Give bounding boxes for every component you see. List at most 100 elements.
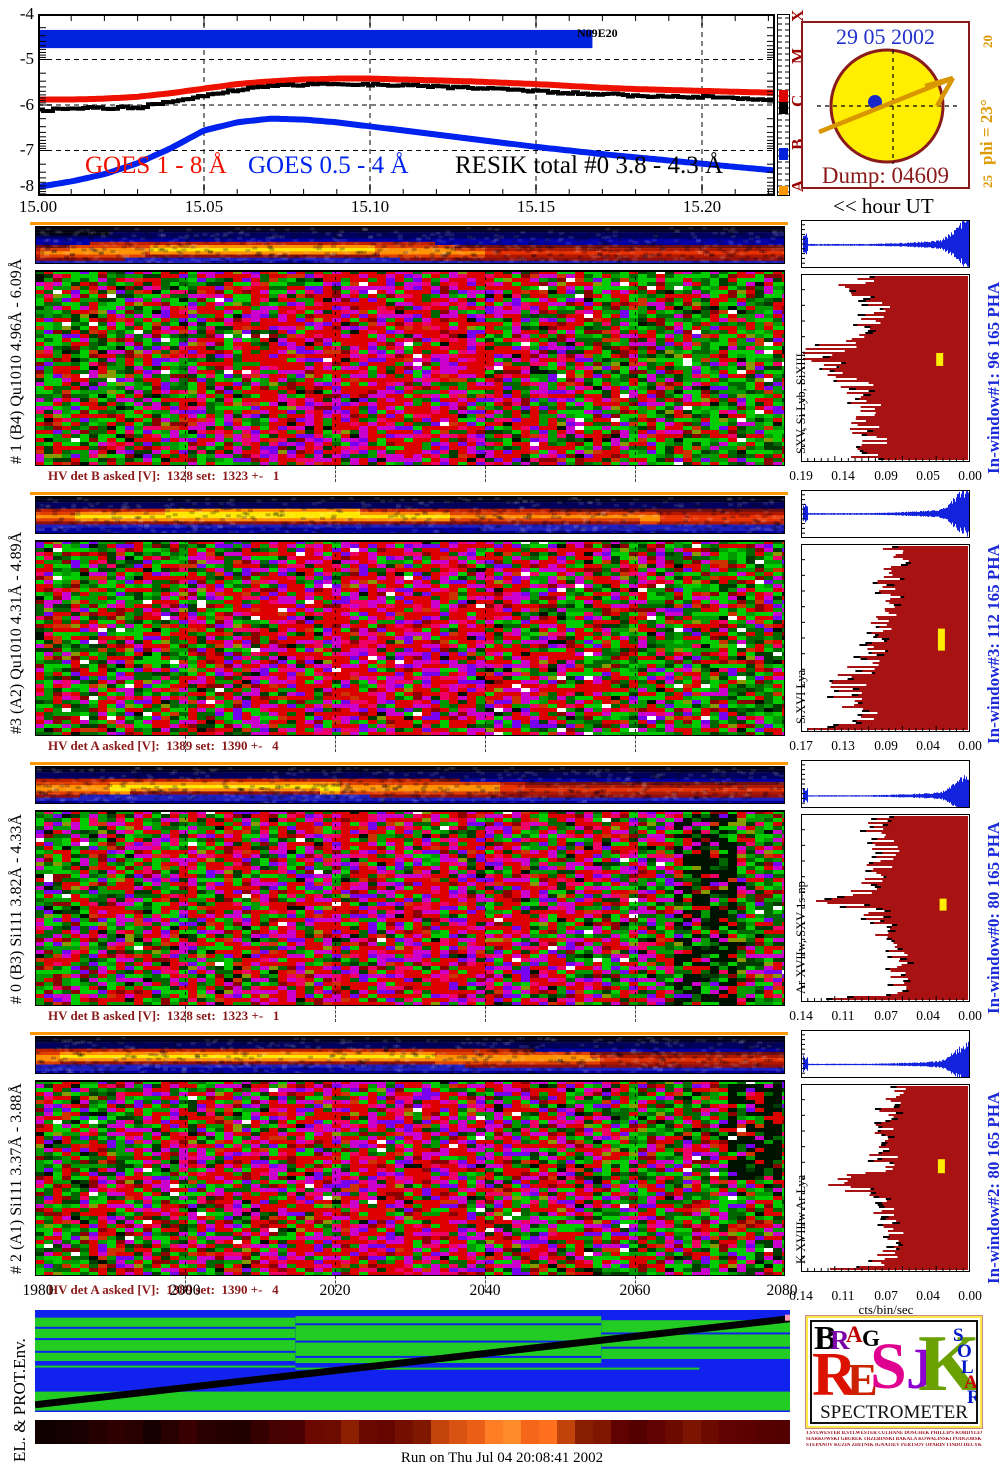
dump-axis-tick-label: 1980: [22, 1282, 54, 1299]
pha-axis-tick-label: 0.00: [958, 1008, 982, 1023]
legend-resik-total: RESIK total #0 3.8 - 4.3 Å: [455, 152, 724, 179]
logo-letter: S: [870, 1330, 907, 1403]
environment-label: EL. & PROT.Env.: [10, 1338, 29, 1462]
grid-dash-stub: [485, 736, 486, 752]
spectro-group: # 2 (A1) Si111 3.37Å - 3.88Å HV det A ask…: [0, 1030, 1004, 1303]
logo-letter: B: [814, 1320, 837, 1357]
band-heatmap-canvas: [35, 496, 785, 534]
resik-logo-box: SPECTROMETER BRAGRESJKSOLAR: [805, 1315, 983, 1429]
pha-line-id-label: K XVIIIw Ar Lya: [794, 1174, 808, 1264]
pha-blue-hist-canvas: [801, 760, 970, 808]
rotation-arrow-head-lower: [935, 76, 955, 108]
spectro-group: # 0 (B3) Si111 3.82Å - 4.33Å HV det B ask…: [0, 760, 1004, 1030]
pha-axis-tick-label: 0.04: [916, 1008, 940, 1023]
credits-line: SIARKOWSKI GBUREK TRZEBINSKI BAKALA KOWA…: [806, 1437, 982, 1442]
grid-dash-stub: [185, 466, 186, 482]
grid-dash-stub: [335, 1276, 336, 1292]
dump-axis-tick-label: 2040: [469, 1282, 501, 1299]
flux-class-colorbar: [777, 14, 790, 196]
panel-wavelength-label: #3 (A2) Qu1010 4.31Å - 4.89Å: [8, 531, 25, 734]
goes-y-tick-label: -4: [19, 4, 34, 23]
pha-axis-tick-label: 0.07: [874, 1008, 898, 1023]
grid-dash-stub: [185, 736, 186, 752]
logo-letter: J: [906, 1336, 935, 1401]
phi-angle-label: phi = 23°: [977, 99, 996, 165]
panel-wavelength-label: # 0 (B3) Si111 3.82Å - 4.33Å: [8, 814, 25, 1004]
hv-status-text: HV det B asked [V]: 1328 set: 1323 +- 1: [48, 468, 280, 483]
dump-axis-tick-label: 2080: [766, 1282, 798, 1299]
intensity-gradient-bar: [35, 1420, 790, 1444]
phi-bottom-value: 25: [980, 175, 995, 188]
pha-line-id-label: S XVI Lya: [794, 669, 808, 724]
separator-line: [30, 492, 788, 495]
separator-line: [30, 762, 788, 765]
credits-line: STEPANOV KUZIN ZHITNIK IGNATIEV PERTSOV …: [806, 1443, 982, 1448]
separator-line: [30, 222, 788, 225]
resik-logo: SPECTROMETER BRAGRESJKSOLAR: [810, 1320, 978, 1424]
logo-letter: A: [846, 1322, 863, 1347]
credits-line: J.SYLWESTER B.SYLWESTER CULHANE DOSCHEK …: [806, 1431, 982, 1436]
pha-axis-tick-label: 0.11: [831, 1008, 855, 1023]
pha-axis-tick-label: 0.09: [874, 468, 898, 483]
pha-red-hist-canvas: [801, 274, 970, 462]
flare-location-dot: [868, 95, 882, 109]
pha-window-label: In-window#0: 80 165 PHA: [984, 821, 1003, 1014]
logo-letter: R: [967, 1388, 976, 1407]
logo-letter: R: [812, 1341, 857, 1409]
panel-wavelength-label: # 2 (A1) Si111 3.37Å - 3.88Å: [8, 1083, 25, 1274]
logo-letter: R: [830, 1325, 850, 1355]
grid-dash-stub: [185, 1006, 186, 1022]
rotation-arrow-head-upper: [924, 75, 954, 89]
goes-y-tick-label: -8: [19, 176, 34, 195]
hv-status-text: HV det A asked [V]: 1389 set: 1390 +- 4: [48, 1282, 279, 1297]
spectrogram-canvas: [35, 1080, 785, 1276]
pha-window-label: In-window#1: 96 165 PHA: [984, 281, 1003, 474]
pha-axis-tick-label: 0.13: [831, 738, 855, 753]
hv-status-text: HV det B asked [V]: 1328 set: 1323 +- 1: [48, 1008, 280, 1023]
pha-axis-tick-label: 0.05: [916, 468, 940, 483]
pha-axis-tick-label: 0.14: [831, 468, 855, 483]
dump-axis-tick-label: 2020: [319, 1282, 351, 1299]
sun-disk-diagram: [817, 48, 959, 164]
pha-axis-tick-label: 0.14: [789, 1008, 813, 1023]
logo-letter: A: [964, 1372, 978, 1393]
pha-axis-tick-label: 0.04: [916, 738, 940, 753]
rotation-arrow-shaft: [818, 75, 954, 135]
pha-axis-tick-label: 0.00: [958, 1288, 982, 1303]
spectro-group: #3 (A2) Qu1010 4.31Å - 4.89Å HV det A ask…: [0, 490, 1004, 760]
pha-blue-hist-canvas: [801, 220, 970, 268]
pha-window-label: In-window#2: 80 165 PHA: [984, 1091, 1003, 1284]
particle-environment-panel: [35, 1310, 790, 1412]
goes-y-tick-label: -5: [19, 49, 34, 68]
legend-goes-05-4: GOES 0.5 - 4 Å: [248, 152, 409, 179]
pha-line-id-label: Ar XVIIw, SXV 1s-np: [794, 881, 808, 994]
spectrogram-canvas: [35, 540, 785, 736]
observation-date: 29 05 2002: [836, 24, 935, 49]
goes-y-tick-label: -6: [19, 95, 34, 114]
goes-x-tick-label: 15.00: [18, 197, 58, 216]
pha-axis-tick-label: 0.09: [874, 738, 898, 753]
logo-letter: L: [961, 1357, 974, 1378]
grid-dash-stub: [485, 1276, 486, 1292]
spectrogram-canvas: [35, 270, 785, 466]
goes-x-tick-label: 15.15: [516, 197, 556, 216]
spectrometer-label: SPECTROMETER: [820, 1402, 968, 1423]
grid-dash-stub: [335, 736, 336, 752]
run-timestamp: Run on Thu Jul 04 20:08:41 2002: [400, 1450, 604, 1466]
logo-letter: S: [953, 1325, 964, 1346]
hv-status-text: HV det A asked [V]: 1389 set: 1390 +- 4: [48, 738, 279, 753]
logo-letter: K: [918, 1320, 978, 1408]
pha-red-hist-canvas: [801, 1084, 970, 1272]
band-heatmap-canvas: [35, 766, 785, 804]
grid-dash-stub: [635, 466, 636, 482]
grid-dash-stub: [335, 1006, 336, 1022]
flare-position-label: N09E20: [577, 26, 618, 40]
band-heatmap-canvas: [35, 226, 785, 264]
spectrogram-canvas: [35, 810, 785, 1006]
grid-dash-stub: [485, 466, 486, 482]
dump-number: Dump: 04609: [821, 163, 950, 188]
phi-top-value: 20: [980, 35, 995, 48]
goes-x-tick-label: 15.10: [350, 197, 390, 216]
pha-axis-tick-label: 0.17: [789, 738, 813, 753]
